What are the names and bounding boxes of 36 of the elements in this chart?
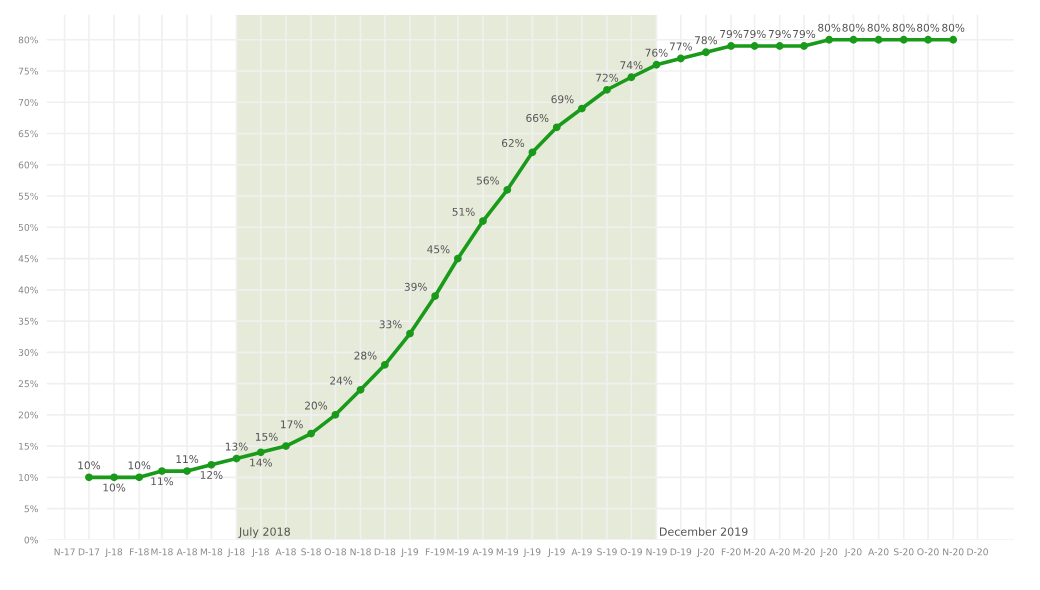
point	[874, 35, 883, 44]
point	[158, 467, 166, 475]
point	[849, 35, 858, 44]
point	[356, 385, 365, 394]
point	[775, 42, 784, 50]
point	[380, 360, 389, 369]
point	[924, 35, 932, 44]
point	[627, 73, 636, 82]
point	[256, 448, 265, 457]
point	[431, 292, 440, 300]
point	[331, 410, 340, 419]
point	[282, 442, 290, 450]
point	[702, 48, 710, 57]
point	[183, 467, 191, 475]
point	[406, 329, 414, 338]
point	[899, 35, 908, 44]
point	[479, 217, 487, 225]
point	[800, 42, 808, 50]
point	[727, 42, 735, 50]
point	[652, 60, 661, 69]
point	[85, 473, 93, 482]
point	[750, 42, 759, 50]
point	[207, 460, 216, 469]
point	[528, 148, 537, 157]
point	[110, 473, 118, 482]
point	[552, 123, 561, 132]
point	[135, 473, 144, 482]
point	[232, 454, 241, 463]
point	[676, 54, 685, 63]
point	[577, 104, 586, 113]
point	[453, 254, 462, 263]
point	[949, 35, 958, 44]
point	[307, 429, 315, 438]
point	[825, 35, 834, 44]
point	[603, 85, 611, 94]
point	[503, 185, 512, 194]
